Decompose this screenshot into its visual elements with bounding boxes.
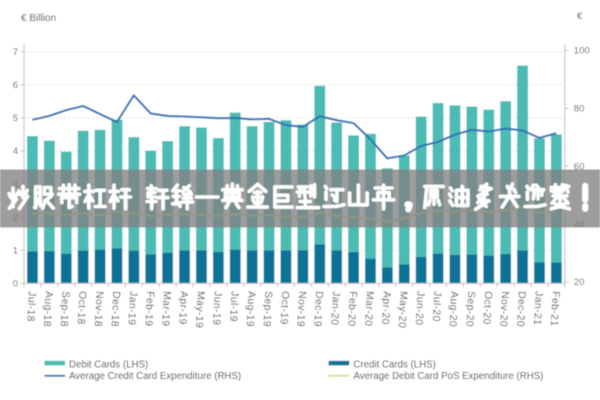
svg-text:Nov-20: Nov-20 bbox=[497, 291, 510, 327]
svg-text:Oct-18: Oct-18 bbox=[75, 291, 88, 325]
svg-text:Jun-19: Jun-19 bbox=[210, 291, 223, 326]
svg-text:0: 0 bbox=[13, 279, 18, 290]
svg-text:Mar-19: Mar-19 bbox=[159, 291, 172, 327]
svg-text:80: 80 bbox=[574, 104, 585, 115]
svg-text:Jan-19: Jan-19 bbox=[125, 291, 138, 326]
svg-text:Dec-20: Dec-20 bbox=[514, 291, 527, 327]
svg-text:May-19: May-19 bbox=[193, 291, 206, 329]
svg-text:Apr-20: Apr-20 bbox=[379, 291, 392, 325]
svg-text:7: 7 bbox=[13, 47, 18, 58]
svg-text:60: 60 bbox=[574, 161, 585, 172]
svg-text:5: 5 bbox=[13, 113, 18, 124]
svg-text:Average Credit Card Expenditur: Average Credit Card Expenditure (RHS) bbox=[69, 371, 241, 382]
svg-text:May-20: May-20 bbox=[396, 291, 409, 329]
svg-text:Feb-20: Feb-20 bbox=[345, 291, 358, 327]
svg-text:Feb-19: Feb-19 bbox=[142, 291, 155, 327]
svg-text:Dec-19: Dec-19 bbox=[311, 291, 324, 327]
svg-text:100: 100 bbox=[574, 46, 590, 57]
svg-text:Sep-19: Sep-19 bbox=[261, 291, 274, 327]
svg-text:Dec-18: Dec-18 bbox=[108, 291, 121, 327]
svg-text:Jul-20: Jul-20 bbox=[430, 291, 443, 322]
svg-text:Nov-19: Nov-19 bbox=[294, 291, 307, 327]
svg-text:Sep-20: Sep-20 bbox=[463, 291, 476, 327]
svg-text:Average Debit Card PoS Expendi: Average Debit Card PoS Expenditure (RHS) bbox=[354, 371, 544, 382]
svg-text:Oct-20: Oct-20 bbox=[480, 291, 493, 325]
svg-text:Jun-20: Jun-20 bbox=[413, 291, 426, 326]
svg-text:Sep-18: Sep-18 bbox=[58, 291, 71, 327]
svg-text:Nov-18: Nov-18 bbox=[92, 291, 105, 327]
svg-text:Jul-18: Jul-18 bbox=[24, 291, 37, 322]
svg-text:Apr-19: Apr-19 bbox=[176, 291, 189, 325]
svg-text:Mar-20: Mar-20 bbox=[362, 291, 375, 327]
svg-text:20: 20 bbox=[574, 277, 585, 288]
svg-text:€: € bbox=[577, 11, 583, 22]
svg-text:6: 6 bbox=[13, 80, 18, 91]
svg-text:1: 1 bbox=[13, 246, 18, 257]
svg-text:Jul-19: Jul-19 bbox=[227, 291, 240, 322]
svg-text:Jan-21: Jan-21 bbox=[531, 291, 544, 326]
svg-text:Jan-20: Jan-20 bbox=[328, 291, 341, 326]
svg-text:Feb-21: Feb-21 bbox=[548, 291, 561, 327]
svg-text:Credit Cards (LHS): Credit Cards (LHS) bbox=[354, 359, 436, 370]
svg-text:Aug-18: Aug-18 bbox=[41, 291, 54, 327]
svg-text:Debit Cards (LHS): Debit Cards (LHS) bbox=[69, 359, 148, 370]
svg-text:Aug-19: Aug-19 bbox=[244, 291, 257, 327]
svg-text:Oct-19: Oct-19 bbox=[278, 291, 291, 325]
svg-text:4: 4 bbox=[13, 146, 18, 157]
svg-text:€ Billion: € Billion bbox=[21, 13, 56, 24]
svg-text:Aug-20: Aug-20 bbox=[446, 291, 459, 327]
